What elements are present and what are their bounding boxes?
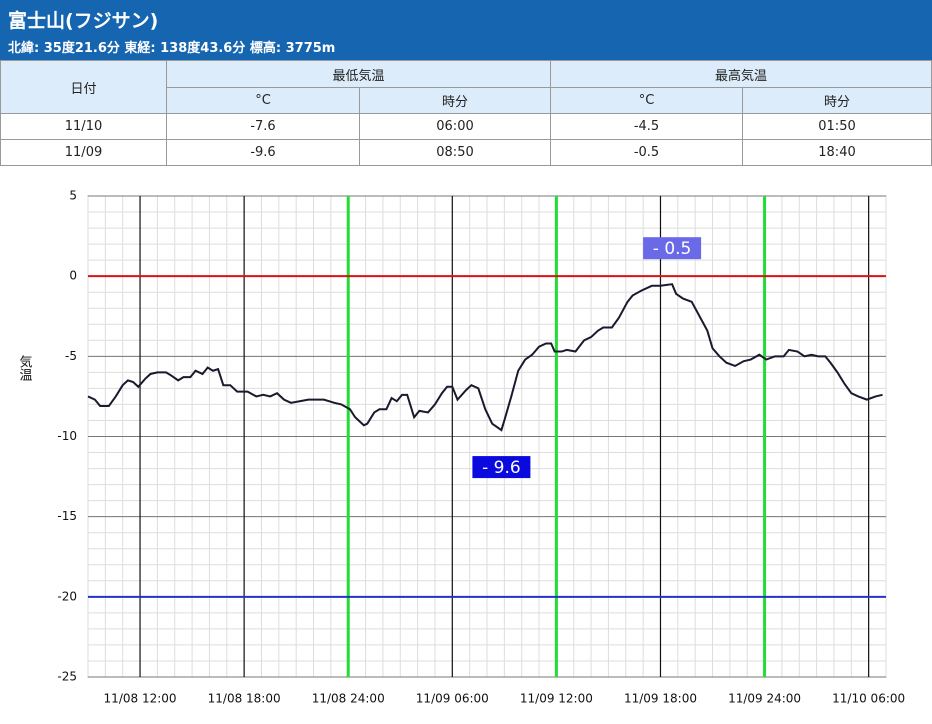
chart: 気温 -25 -20 -15 -10 -5 0 5 11/08 12:00 11/08 18:0… — [17, 189, 906, 706]
annotation-box — [472, 456, 531, 479]
x-tick-label: 11/09 12:00 — [520, 692, 593, 706]
header-cell: 時分 — [742, 87, 932, 114]
cell: 01:50 — [742, 113, 932, 140]
x-tick-label: 11/08 18:00 — [208, 692, 281, 706]
cell: 11/10 — [0, 113, 167, 140]
cell: 11/09 — [0, 139, 167, 166]
header-cell: 最高気温 — [550, 60, 932, 88]
x-tick-label: 11/09 18:00 — [624, 692, 697, 706]
y-tick-label: 0 — [69, 269, 77, 283]
x-tick-label: 11/08 12:00 — [104, 692, 177, 706]
cell: 06:00 — [359, 113, 551, 140]
cell: 18:40 — [742, 139, 932, 166]
y-tick-label: -20 — [57, 589, 77, 603]
header-cell: 日付 — [0, 60, 167, 114]
header-cell: °C — [550, 87, 743, 114]
cell: -7.6 — [166, 113, 360, 140]
annotation-box — [643, 237, 702, 260]
header: 富士山(フジサン) 北緯: 35度21.6分 東経: 138度43.6分 標高:… — [0, 0, 932, 60]
title: 富士山(フジサン) — [8, 10, 159, 32]
header-cell: °C — [166, 87, 360, 114]
cell: -0.5 — [550, 139, 743, 166]
y-tick-label: 5 — [69, 189, 77, 203]
y-tick-label: -25 — [57, 670, 77, 684]
cell: -9.6 — [166, 139, 360, 166]
x-tick-label: 11/09 24:00 — [728, 692, 801, 706]
header-cell: 最低気温 — [166, 60, 551, 88]
cell: 08:50 — [359, 139, 551, 166]
subtitle: 北緯: 35度21.6分 東経: 138度43.6分 標高: 3775m — [8, 41, 336, 56]
annotation: - 0.5 — [653, 239, 692, 259]
x-tick-label: 11/09 06:00 — [416, 692, 489, 706]
x-tick-label: 11/08 24:00 — [312, 692, 385, 706]
y-tick-label: -5 — [65, 349, 77, 363]
y-axis-label: 気温 — [17, 354, 33, 381]
y-tick-label: -15 — [57, 509, 77, 523]
annotation: - 9.6 — [482, 458, 521, 478]
header-cell: 時分 — [359, 87, 551, 114]
line — [87, 283, 883, 432]
cell: -4.5 — [550, 113, 743, 140]
summary-table: 日付 最低気温 最高気温 °C 時分 °C 時分 11/10 -7.6 06:00-… — [0, 60, 932, 166]
y-tick-label: -10 — [57, 429, 77, 443]
x-tick-label: 11/10 06:00 — [832, 692, 905, 706]
